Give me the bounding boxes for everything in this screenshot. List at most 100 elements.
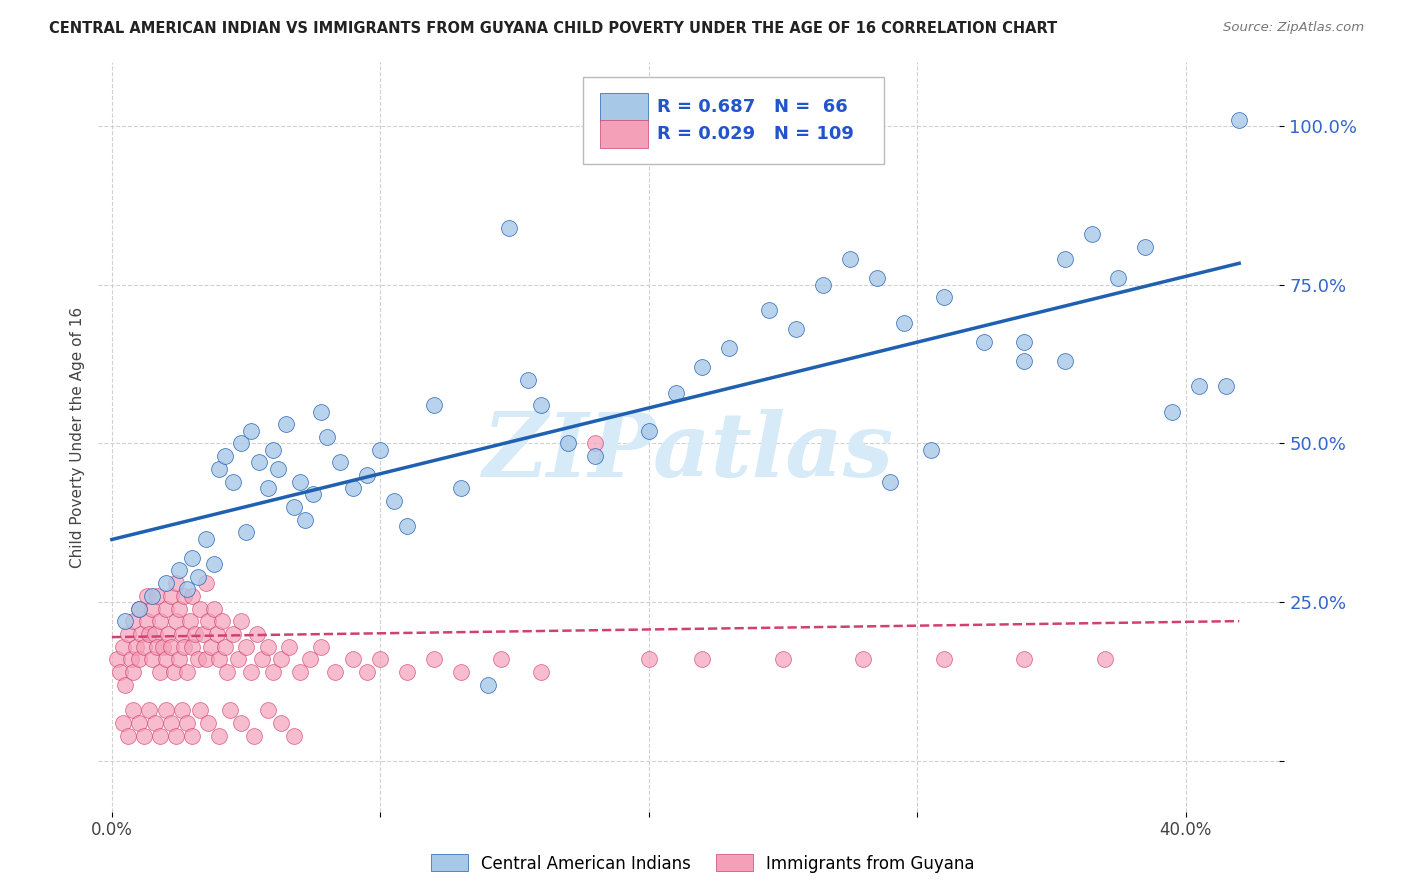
Point [557, 436, 579, 450]
Point [105, 652, 128, 666]
Point [1014, 652, 1036, 666]
Point [122, 703, 145, 717]
Point [162, 665, 184, 679]
Point [176, 665, 198, 679]
Point [718, 341, 741, 355]
Point [155, 652, 177, 666]
Point [489, 652, 512, 666]
Point [246, 627, 269, 641]
Point [1053, 252, 1076, 267]
Point [288, 475, 311, 489]
Point [852, 652, 875, 666]
Point [973, 334, 995, 349]
Point [356, 665, 378, 679]
Point [167, 563, 190, 577]
Point [267, 462, 290, 476]
Point [323, 665, 346, 679]
Point [155, 576, 177, 591]
Point [583, 436, 606, 450]
Point [423, 652, 446, 666]
Point [160, 640, 183, 654]
Point [270, 652, 292, 666]
Point [450, 665, 472, 679]
Point [181, 550, 204, 565]
Point [288, 665, 311, 679]
Point [772, 652, 794, 666]
Point [214, 640, 236, 654]
Point [132, 640, 155, 654]
Point [276, 417, 298, 432]
Point [181, 729, 204, 743]
Point [1227, 112, 1250, 127]
Point [315, 430, 337, 444]
Point [181, 589, 204, 603]
Point [221, 627, 243, 641]
Point [382, 493, 405, 508]
Point [221, 475, 243, 489]
Point [184, 627, 207, 641]
Point [128, 652, 150, 666]
Point [114, 614, 136, 628]
Point [368, 442, 391, 457]
Point [200, 640, 222, 654]
Point [165, 729, 187, 743]
Point [122, 665, 145, 679]
FancyBboxPatch shape [600, 93, 648, 120]
Point [498, 220, 520, 235]
Point [190, 703, 212, 717]
Point [173, 589, 195, 603]
Point [135, 614, 157, 628]
Point [187, 570, 209, 584]
Point [262, 442, 284, 457]
Point [229, 436, 252, 450]
Point [211, 614, 233, 628]
Point [173, 640, 195, 654]
Point [214, 449, 236, 463]
Point [664, 385, 686, 400]
Point [170, 627, 193, 641]
Point [530, 665, 553, 679]
Point [208, 652, 231, 666]
Point [256, 640, 278, 654]
Point [256, 703, 278, 717]
Text: CENTRAL AMERICAN INDIAN VS IMMIGRANTS FROM GUYANA CHILD POVERTY UNDER THE AGE OF: CENTRAL AMERICAN INDIAN VS IMMIGRANTS FR… [49, 21, 1057, 37]
Point [146, 589, 169, 603]
Point [217, 665, 239, 679]
Point [302, 487, 325, 501]
Point [117, 729, 139, 743]
Point [256, 481, 278, 495]
Point [149, 729, 172, 743]
Point [152, 640, 174, 654]
Point [309, 640, 332, 654]
Point [250, 652, 273, 666]
FancyBboxPatch shape [582, 78, 884, 163]
Point [1014, 354, 1036, 368]
Point [229, 614, 252, 628]
Text: R = 0.687   N =  66: R = 0.687 N = 66 [657, 98, 848, 116]
Point [187, 652, 209, 666]
Point [692, 652, 714, 666]
Point [1188, 379, 1211, 393]
Point [235, 640, 257, 654]
Point [146, 640, 169, 654]
Point [194, 652, 217, 666]
Point [165, 614, 187, 628]
Point [637, 652, 659, 666]
Point [368, 652, 391, 666]
Point [342, 481, 364, 495]
Point [155, 703, 177, 717]
Point [1215, 379, 1237, 393]
Point [179, 614, 201, 628]
Point [167, 652, 190, 666]
Point [423, 398, 446, 412]
Point [202, 601, 225, 615]
Point [879, 475, 901, 489]
Point [131, 627, 153, 641]
Legend: Central American Indians, Immigrants from Guyana: Central American Indians, Immigrants fro… [425, 847, 981, 880]
Point [243, 729, 266, 743]
Point [249, 455, 271, 469]
Point [143, 627, 166, 641]
Point [167, 601, 190, 615]
Point [191, 627, 214, 641]
Point [114, 678, 136, 692]
